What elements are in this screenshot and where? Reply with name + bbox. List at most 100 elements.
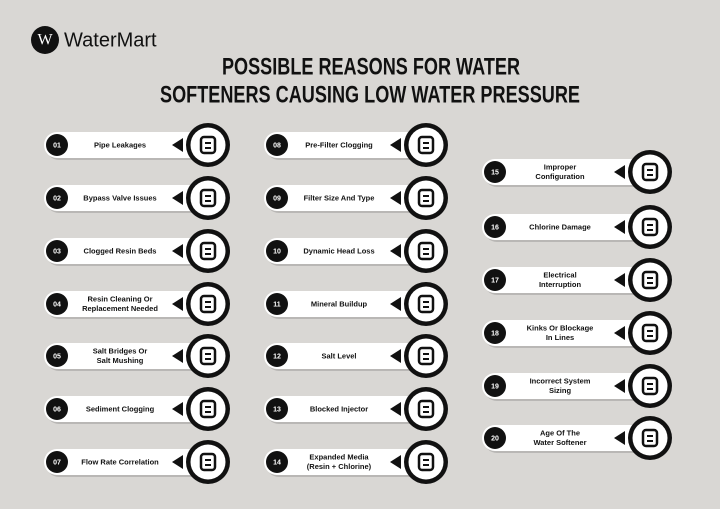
pointer-arrow bbox=[390, 191, 401, 205]
item-number: 20 bbox=[491, 435, 499, 442]
item-label: In Lines bbox=[546, 333, 574, 342]
reason-item: 16 Chlorine Damage bbox=[482, 205, 672, 249]
icon-face bbox=[408, 286, 444, 322]
icon-face bbox=[190, 127, 226, 163]
pointer-arrow bbox=[614, 220, 625, 234]
pill bbox=[482, 159, 650, 185]
pill bbox=[44, 449, 208, 475]
reason-item: 13 Blocked Injector bbox=[264, 387, 448, 431]
pointer-arrow bbox=[614, 326, 625, 340]
icon-face bbox=[408, 338, 444, 374]
item-label: Chlorine Damage bbox=[529, 222, 591, 231]
item-number: 03 bbox=[53, 248, 61, 255]
item-label: Bypass Valve Issues bbox=[83, 193, 156, 202]
pill bbox=[264, 132, 426, 158]
icon-face bbox=[408, 127, 444, 163]
pill bbox=[264, 185, 426, 211]
pill bbox=[264, 291, 426, 317]
item-label: Resin Cleaning Or bbox=[87, 295, 152, 304]
icon-face bbox=[632, 209, 668, 245]
item-label: (Resin + Chlorine) bbox=[307, 462, 372, 471]
logo-badge bbox=[31, 26, 59, 54]
title-line: SOFTENERS CAUSING LOW WATER PRESSURE bbox=[160, 81, 580, 108]
item-label: Clogged Resin Beds bbox=[84, 246, 157, 255]
pill bbox=[482, 373, 650, 399]
item-label: Sizing bbox=[549, 386, 572, 395]
reason-item: 09 Filter Size And Type bbox=[264, 176, 448, 220]
item-label: Replacement Needed bbox=[82, 304, 158, 313]
pill bbox=[482, 320, 650, 346]
icon-face bbox=[408, 391, 444, 427]
number-badge bbox=[46, 398, 68, 420]
reason-item: 01 Pipe Leakages bbox=[44, 123, 230, 167]
item-number: 01 bbox=[53, 142, 61, 149]
item-number: 12 bbox=[273, 353, 281, 360]
number-badge bbox=[266, 293, 288, 315]
icon-face bbox=[408, 233, 444, 269]
pointer-arrow bbox=[614, 273, 625, 287]
pointer-arrow bbox=[390, 297, 401, 311]
reason-item: 03 Clogged Resin Beds bbox=[44, 229, 230, 273]
reason-item: 10 Dynamic Head Loss bbox=[264, 229, 448, 273]
icon-glyph bbox=[417, 452, 435, 472]
icon-face bbox=[632, 368, 668, 404]
item-number: 19 bbox=[491, 383, 499, 390]
pointer-arrow bbox=[172, 191, 183, 205]
icon-glyph bbox=[641, 217, 659, 237]
icon-face bbox=[190, 233, 226, 269]
pill bbox=[44, 238, 208, 264]
icon-glyph bbox=[199, 188, 217, 208]
icon-glyph bbox=[417, 188, 435, 208]
number-badge bbox=[484, 161, 506, 183]
icon-face bbox=[190, 444, 226, 480]
item-label: Pre-Filter Clogging bbox=[305, 140, 373, 149]
number-badge bbox=[484, 216, 506, 238]
item-label: Blocked Injector bbox=[310, 404, 368, 413]
number-badge bbox=[46, 293, 68, 315]
item-number: 13 bbox=[273, 406, 281, 413]
item-number: 18 bbox=[491, 330, 499, 337]
icon-glyph bbox=[199, 135, 217, 155]
icon-glyph bbox=[641, 323, 659, 343]
pointer-arrow bbox=[172, 138, 183, 152]
number-badge bbox=[46, 134, 68, 156]
item-label: Incorrect System bbox=[530, 377, 591, 386]
icon-glyph bbox=[641, 270, 659, 290]
icon-face bbox=[190, 338, 226, 374]
icon-face bbox=[408, 180, 444, 216]
pill bbox=[264, 449, 426, 475]
pointer-arrow bbox=[172, 297, 183, 311]
item-label: Sediment Clogging bbox=[86, 404, 155, 413]
item-number: 17 bbox=[491, 277, 499, 284]
number-badge bbox=[46, 240, 68, 262]
pill bbox=[482, 425, 650, 451]
item-label: Mineral Buildup bbox=[311, 299, 368, 308]
item-label: Salt Bridges Or bbox=[93, 347, 148, 356]
item-number: 02 bbox=[53, 195, 61, 202]
pill bbox=[44, 396, 208, 422]
pill bbox=[482, 267, 650, 293]
reason-item: 02 Bypass Valve Issues bbox=[44, 176, 230, 220]
number-badge bbox=[484, 375, 506, 397]
number-badge bbox=[266, 187, 288, 209]
icon-glyph bbox=[199, 399, 217, 419]
item-number: 09 bbox=[273, 195, 281, 202]
pointer-arrow bbox=[390, 244, 401, 258]
item-number: 07 bbox=[53, 459, 61, 466]
reason-item: 11 Mineral Buildup bbox=[264, 282, 448, 326]
reason-item: 08 Pre-Filter Clogging bbox=[264, 123, 448, 167]
item-number: 14 bbox=[273, 459, 281, 466]
item-label: Electrical bbox=[543, 271, 576, 280]
icon-face bbox=[190, 286, 226, 322]
icon-glyph bbox=[641, 428, 659, 448]
brand-name: WaterMart bbox=[64, 29, 157, 51]
icon-face bbox=[632, 420, 668, 456]
pill bbox=[44, 291, 208, 317]
item-number: 15 bbox=[491, 169, 499, 176]
number-badge bbox=[266, 240, 288, 262]
